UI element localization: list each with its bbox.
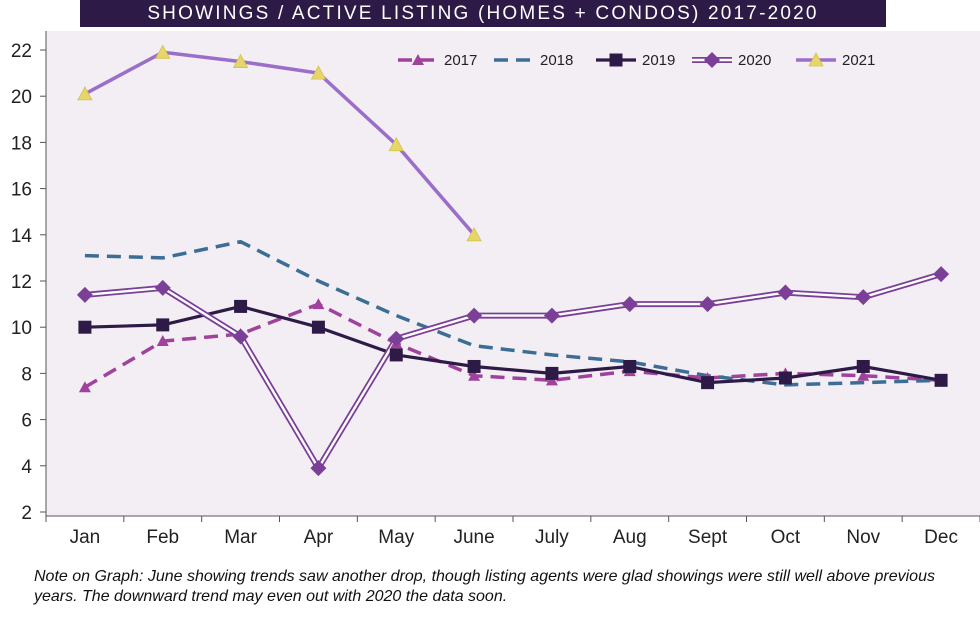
series-line-2021	[84, 50, 476, 236]
data-point-2020	[621, 296, 638, 313]
data-point-2019	[234, 299, 248, 313]
x-tick-label: July	[535, 527, 569, 548]
x-tick-label: Jan	[70, 527, 101, 548]
data-point-2019	[78, 320, 92, 334]
legend-label: 2019	[642, 52, 675, 69]
data-point-2020	[466, 307, 483, 324]
data-point-2021	[388, 136, 404, 152]
y-tick-label: 10	[11, 318, 32, 339]
data-point-2017	[156, 335, 169, 347]
data-point-2019	[778, 371, 792, 385]
data-point-2019	[856, 359, 870, 373]
x-tick-label: Mar	[224, 527, 257, 548]
data-point-2021	[77, 86, 93, 101]
data-point-2020	[76, 286, 93, 303]
series-line-2019	[84, 304, 942, 385]
legend-item-2019: 2019	[596, 52, 675, 69]
data-point-2019	[467, 359, 481, 373]
legend-marker	[412, 54, 424, 65]
plot-background	[46, 31, 980, 516]
series-line-2017	[84, 302, 942, 389]
x-tick-label: Dec	[924, 527, 958, 548]
x-tick-label: May	[378, 527, 414, 548]
legend-item-2017: 2017	[398, 52, 477, 69]
data-point-2020	[310, 460, 327, 477]
x-tick-label: Apr	[304, 527, 334, 548]
data-point-2020	[388, 330, 405, 347]
data-point-2019	[311, 320, 325, 334]
series-line-2020	[84, 271, 942, 472]
data-point-2019	[701, 376, 715, 390]
legend-marker	[609, 53, 623, 67]
data-point-2017	[857, 369, 870, 381]
data-point-2020	[232, 328, 249, 345]
data-point-2021	[310, 65, 327, 80]
y-tick-label: 6	[21, 411, 32, 432]
data-point-2020	[699, 296, 716, 313]
data-point-2021	[232, 53, 249, 68]
legend-item-2018: 2018	[494, 52, 573, 69]
y-tick-label: 20	[11, 87, 32, 108]
data-point-2017	[312, 298, 325, 310]
y-tick-label: 4	[21, 457, 32, 478]
legend-marker	[704, 52, 720, 68]
data-point-2019	[545, 366, 559, 380]
series-line-2018	[84, 239, 942, 387]
x-tick-label: Feb	[146, 527, 179, 548]
data-point-2017	[78, 381, 91, 393]
y-tick-label: 14	[11, 226, 33, 247]
data-point-2020	[543, 307, 560, 324]
data-point-2020	[933, 266, 950, 283]
legend-label: 2021	[842, 52, 875, 69]
graph-note: Note on Graph: June showing trends saw a…	[34, 568, 935, 605]
y-tick-label: 2	[21, 503, 32, 524]
legend-marker	[808, 52, 824, 67]
legend-label: 2020	[738, 52, 771, 69]
x-tick-label: Nov	[846, 527, 880, 548]
data-point-2019	[934, 373, 948, 387]
y-tick-label: 22	[11, 41, 32, 62]
data-point-2017	[468, 369, 481, 381]
data-point-2019	[623, 359, 637, 373]
data-point-2021	[466, 226, 482, 242]
chart-title: SHOWINGS / ACTIVE LISTING (HOMES + CONDO…	[80, 0, 886, 27]
y-tick-label: 12	[11, 272, 32, 293]
x-tick-label: June	[453, 527, 494, 548]
data-point-2019	[156, 318, 170, 332]
legend-label: 2017	[444, 52, 477, 69]
line-chart: 2 4 6 8 10 12 14 16 18 20 22 Jan Feb Mar Apr May June Jul…	[11, 31, 980, 548]
y-tick-label: 16	[11, 180, 32, 201]
legend-label: 2018	[540, 52, 573, 69]
y-tick-label: 8	[21, 364, 32, 385]
x-tick-label: Aug	[613, 527, 647, 548]
x-tick-label: Sept	[688, 527, 728, 548]
data-point-2020	[154, 279, 171, 296]
x-tick-label: Oct	[771, 527, 801, 548]
data-point-2019	[389, 348, 403, 362]
y-tick-label: 18	[11, 133, 32, 154]
data-point-2020	[855, 289, 872, 306]
legend-item-2021: 2021	[796, 52, 875, 69]
data-point-2021	[155, 44, 171, 59]
data-point-2020	[777, 284, 794, 301]
legend-item-2020: 2020	[692, 52, 771, 69]
series-line-inner	[84, 272, 942, 470]
